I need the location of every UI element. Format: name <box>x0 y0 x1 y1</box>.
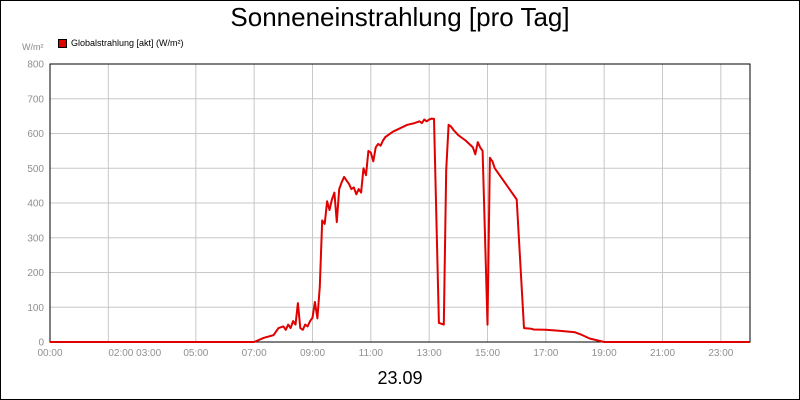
y-tick-label: 100 <box>27 303 44 314</box>
x-tick-label: 23:00 <box>708 348 733 359</box>
y-tick-label: 400 <box>27 199 44 210</box>
y-axis-unit: W/m² <box>22 42 44 52</box>
y-tick-label: 200 <box>27 268 44 279</box>
x-tick-label: 15:00 <box>475 348 500 359</box>
x-tick-label: 05:00 <box>183 348 208 359</box>
legend: Globalstrahlung [akt] (W/m²) <box>58 38 184 48</box>
x-tick-label: 11:00 <box>359 348 384 359</box>
y-tick-label: 800 <box>27 60 44 71</box>
date-label: 23.09 <box>377 368 423 388</box>
x-tick-label: 21:00 <box>650 348 675 359</box>
y-tick-label: 0 <box>38 338 44 349</box>
x-tick-label: 02:00 03:00 <box>108 348 161 359</box>
x-tick-label: 09:00 <box>300 348 325 359</box>
series-line <box>50 117 750 343</box>
legend-swatch <box>58 38 67 48</box>
y-tick-label: 500 <box>27 164 44 175</box>
chart-title: Sonneneinstrahlung [pro Tag] <box>230 2 570 32</box>
x-tick-label: 13:00 <box>417 348 442 359</box>
x-tick-label: 19:00 <box>592 348 617 359</box>
x-tick-label: 00:00 <box>37 348 62 359</box>
plot-border <box>49 63 751 343</box>
legend-label: Globalstrahlung [akt] (W/m²) <box>71 38 184 48</box>
y-tick-label: 600 <box>27 129 44 140</box>
y-tick-label: 300 <box>27 233 44 244</box>
y-tick-label: 700 <box>27 94 44 105</box>
x-tick-label: 07:00 <box>242 348 267 359</box>
x-tick-label: 17:00 <box>533 348 558 359</box>
